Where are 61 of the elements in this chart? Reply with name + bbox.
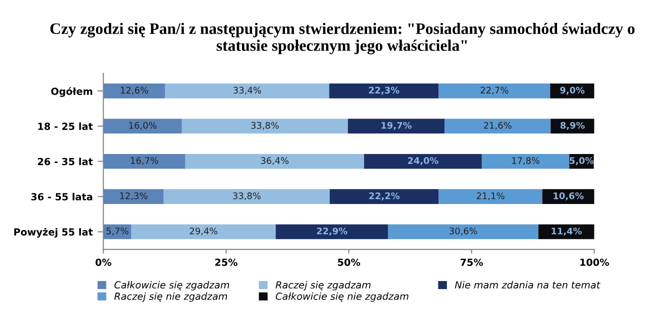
y-tick-label: Ogółem <box>51 87 92 97</box>
data-label: 10,6% <box>554 192 584 200</box>
bar <box>482 154 570 169</box>
data-label: 16,7% <box>131 157 158 165</box>
bar <box>103 154 186 169</box>
bar <box>438 189 542 204</box>
data-label: 11,4% <box>552 228 582 236</box>
y-tick-label: 36 - 55 lata <box>31 192 92 200</box>
data-label: 33,8% <box>251 122 279 130</box>
data-label: 22,9% <box>316 228 348 236</box>
legend-label: Raczej się zgadzam <box>276 281 370 290</box>
bar <box>444 118 551 134</box>
bar <box>103 189 164 204</box>
data-label: 21,6% <box>484 122 512 130</box>
data-label: 12,6% <box>120 86 148 94</box>
x-tick-label: 100% <box>580 258 610 266</box>
y-tick-label: 26 - 35 lat <box>38 158 93 166</box>
x-tick-label: 75% <box>460 258 483 266</box>
y-tick-label: 18 - 25 lat <box>38 122 93 130</box>
data-label: 17,8% <box>512 157 540 165</box>
bar <box>550 84 594 98</box>
data-label: 9,0% <box>560 86 584 95</box>
data-label: 8,9% <box>560 122 585 130</box>
data-label: 22,3% <box>369 86 400 95</box>
bar <box>438 84 550 98</box>
bar <box>165 84 330 98</box>
bar <box>329 84 439 98</box>
bar <box>388 224 538 240</box>
bar <box>348 118 445 134</box>
data-label: 12,3% <box>120 192 148 200</box>
data-label: 22,2% <box>369 192 400 200</box>
x-tick-label: 50% <box>338 258 360 266</box>
data-label: 21,1% <box>476 192 504 200</box>
bar <box>330 189 439 204</box>
legend-label: Całkowicie się zgadzam <box>114 281 230 290</box>
y-tick-label: Powyżej 55 lat <box>14 228 93 238</box>
bar <box>103 84 166 98</box>
bar <box>164 189 330 204</box>
data-label: 30,6% <box>450 228 478 236</box>
data-label: 24,0% <box>408 157 438 166</box>
data-label: 33,4% <box>234 86 262 94</box>
legend-label: Całkowicie się nie zgadzam <box>276 292 408 302</box>
data-label: 33,8% <box>233 192 261 200</box>
bar <box>103 118 182 134</box>
legend-label: Nie mam zdania na ten temat <box>454 281 600 289</box>
x-tick-label: 0% <box>96 258 112 266</box>
data-label: 5,0% <box>570 157 594 166</box>
chart-title: Czy zgodzi się Pan/i z następującym stwierdzeniem: "Posiadany samochód świadczy o statusie społecznym jego właściciela" <box>50 22 635 54</box>
bar <box>276 224 388 240</box>
data-label: 5,7% <box>106 228 128 236</box>
data-label: 36,4% <box>261 157 289 165</box>
bar <box>185 154 364 169</box>
legend-label: Raczej się nie zgadzam <box>114 292 228 302</box>
bar <box>131 224 276 240</box>
x-tick-label: 25% <box>215 258 238 266</box>
data-label: 19,7% <box>382 122 412 130</box>
bar <box>182 118 348 134</box>
data-label: 22,7% <box>480 86 508 94</box>
data-label: 16,0% <box>129 122 156 130</box>
data-label: 29,4% <box>190 228 218 236</box>
bar <box>364 154 482 169</box>
